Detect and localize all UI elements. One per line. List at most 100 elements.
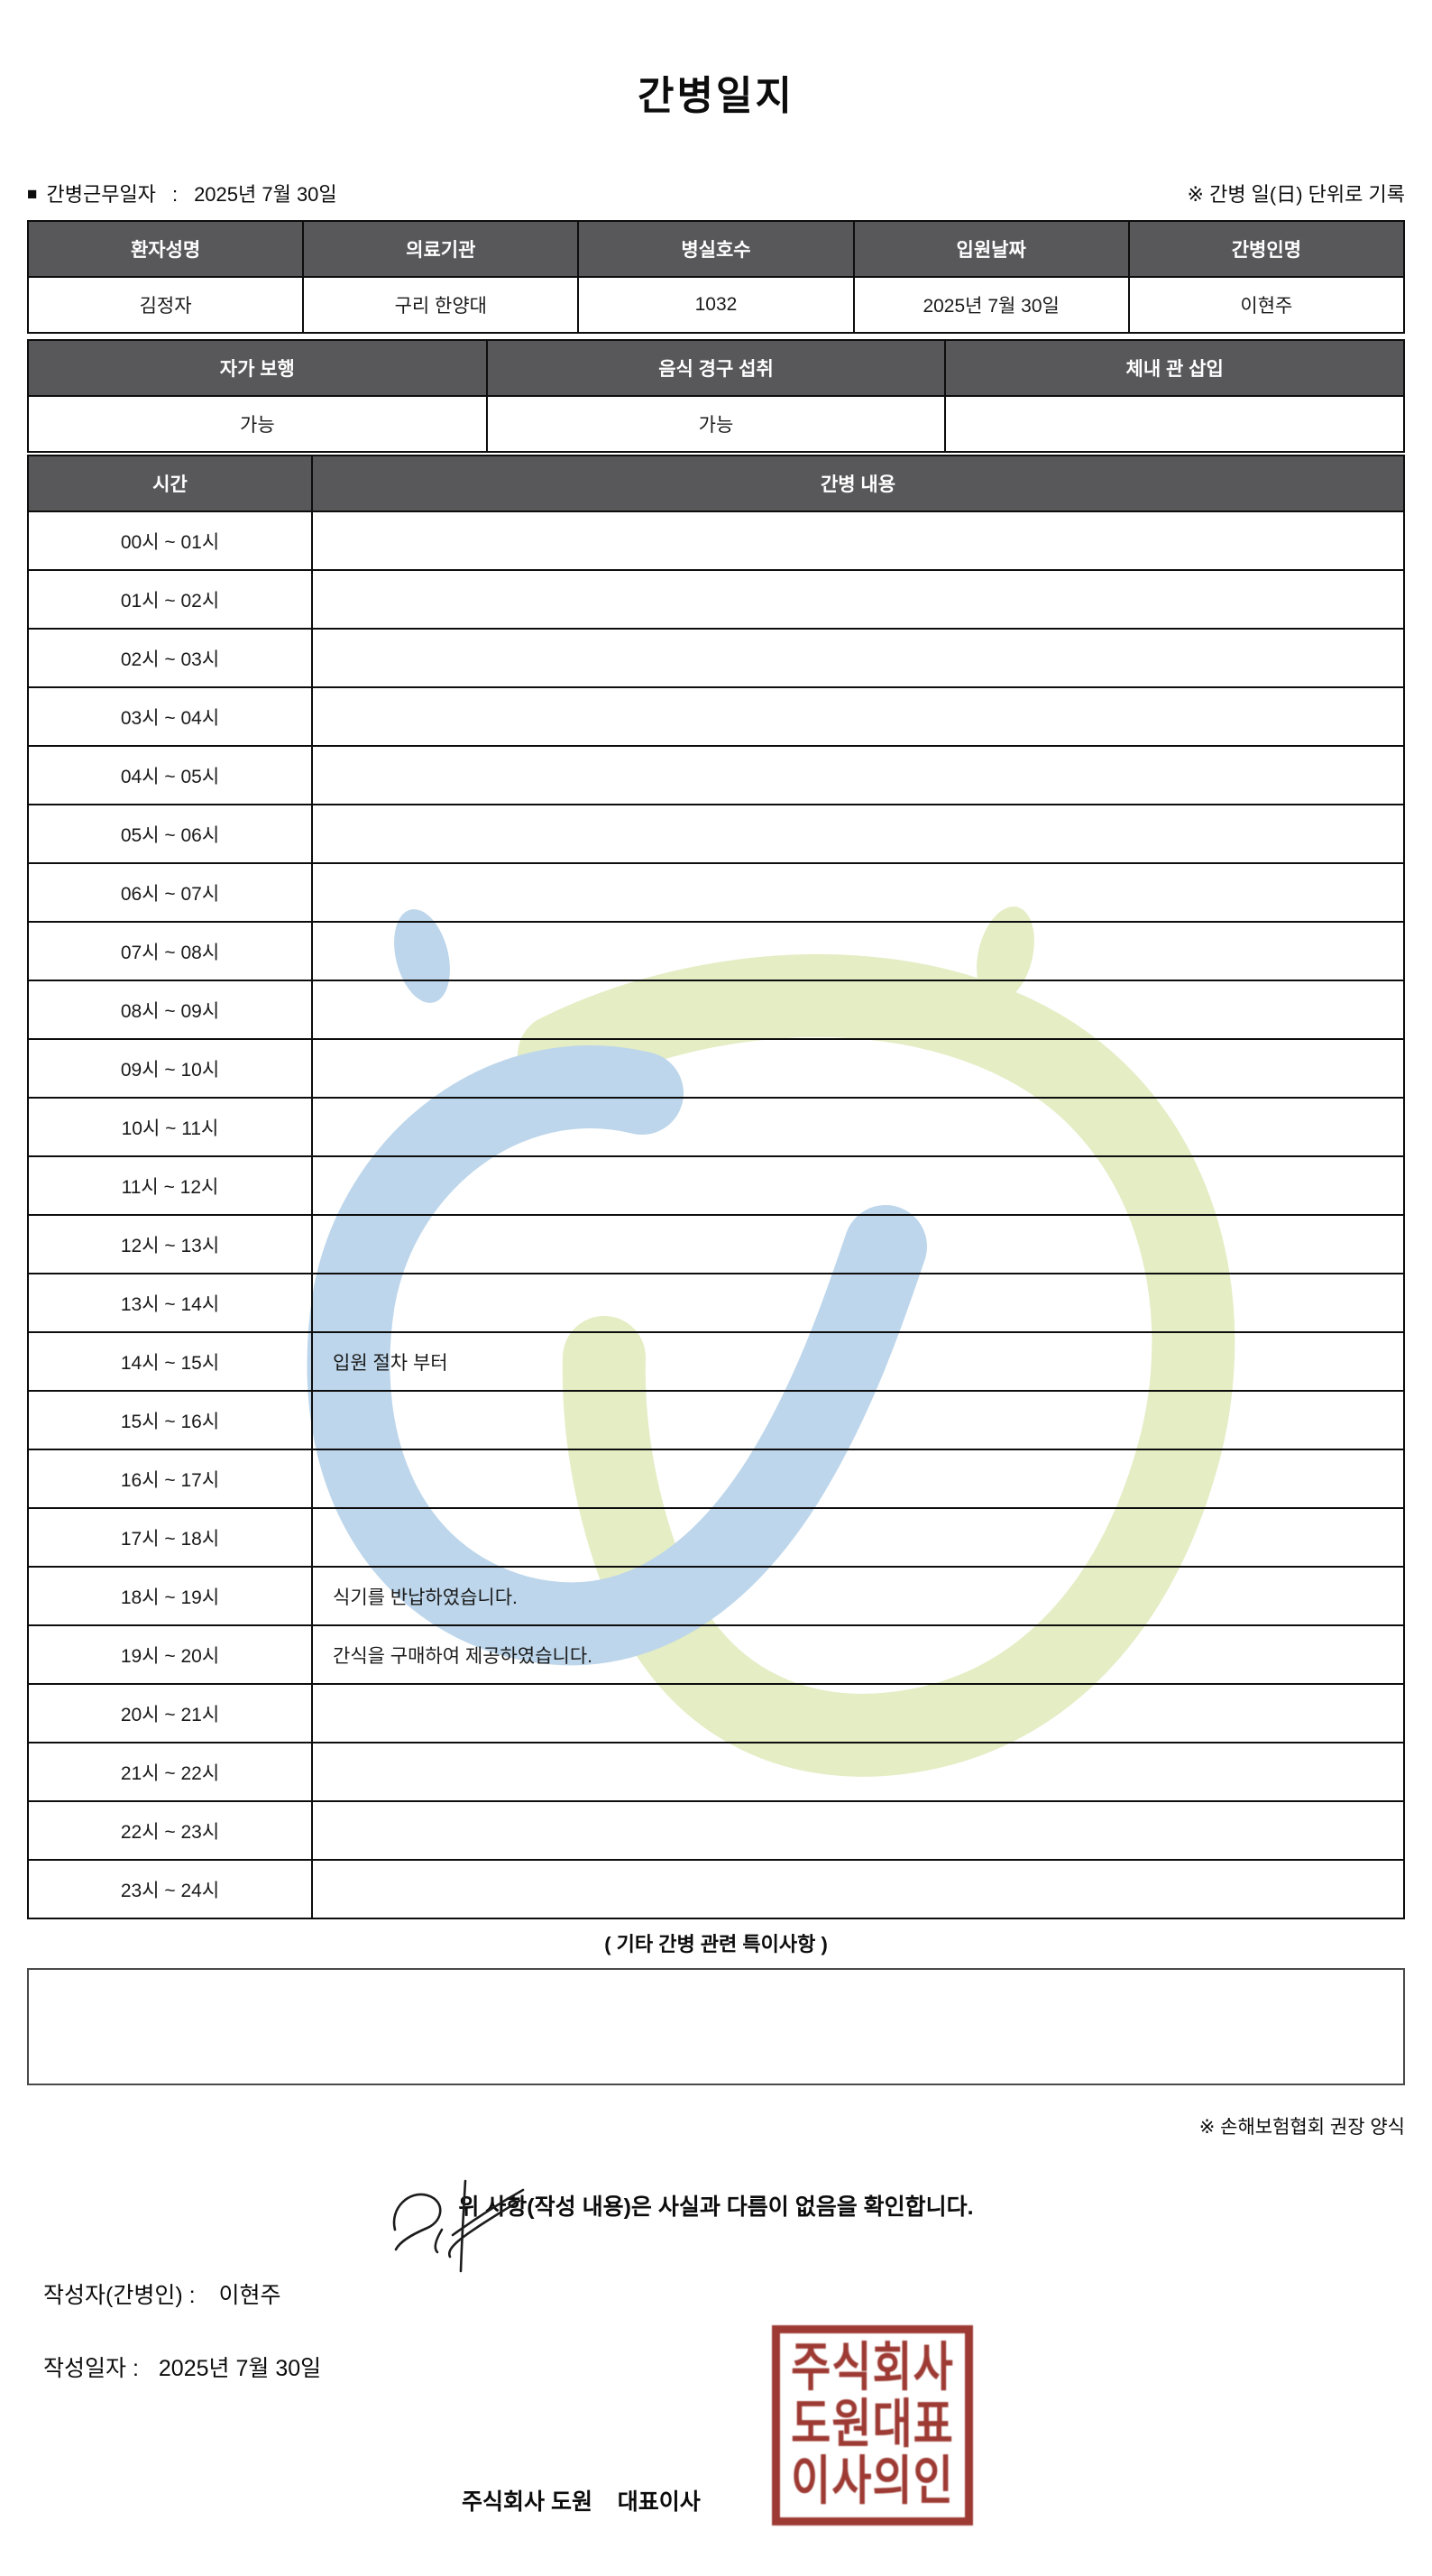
care-log-row: 22시 ~ 23시 <box>27 1800 1405 1861</box>
time-slot-label: 15시 ~ 16시 <box>27 1390 313 1450</box>
care-entry-text <box>311 1273 1405 1333</box>
care-entry-text <box>311 921 1405 981</box>
time-slot-label: 21시 ~ 22시 <box>27 1742 313 1802</box>
time-slot-label: 13시 ~ 14시 <box>27 1273 313 1333</box>
care-log-row: 09시 ~ 10시 <box>27 1038 1405 1099</box>
write-date-value: 2025년 7월 30일 <box>158 2356 322 2381</box>
other-notes-box <box>27 1968 1405 2085</box>
write-date-line: 작성일자 : 2025년 7월 30일 <box>43 2351 1432 2383</box>
care-log-row: 06시 ~ 07시 <box>27 862 1405 923</box>
room-number-value: 1032 <box>577 276 855 334</box>
patient-value-row: 김정자 구리 한양대 1032 2025년 7월 30일 이현주 <box>26 276 1406 334</box>
care-entry-text <box>311 1859 1405 1919</box>
header-room-number: 병실호수 <box>577 220 855 278</box>
status-header-row: 자가 보행 음식 경구 섭취 체내 관 삽입 <box>27 339 1405 397</box>
care-entry-text <box>311 1742 1405 1802</box>
time-slot-label: 10시 ~ 11시 <box>27 1097 313 1157</box>
care-log-row: 03시 ~ 04시 <box>27 686 1405 747</box>
time-slot-label: 00시 ~ 01시 <box>27 511 313 571</box>
care-log-row: 12시 ~ 13시 <box>27 1214 1405 1274</box>
time-slot-label: 09시 ~ 10시 <box>27 1038 313 1099</box>
care-log-header-row: 시간 간병 내용 <box>27 455 1405 512</box>
care-entry-text: 입원 절차 부터 <box>311 1331 1405 1392</box>
time-slot-label: 22시 ~ 23시 <box>27 1800 313 1861</box>
care-log-row: 20시 ~ 21시 <box>27 1683 1405 1743</box>
care-entry-text <box>311 511 1405 571</box>
care-log-row: 18시 ~ 19시 식기를 반납하였습니다. <box>27 1566 1405 1626</box>
signature-stroke <box>451 2188 525 2237</box>
care-log-row: 04시 ~ 05시 <box>27 745 1405 805</box>
mobility-status-table: 자가 보행 음식 경구 섭취 체내 관 삽입 가능 가능 <box>27 339 1405 453</box>
page-title: 간병일지 <box>638 74 794 118</box>
time-slot-label: 07시 ~ 08시 <box>27 921 313 981</box>
work-date-label: 간병근무일자 <box>46 183 156 206</box>
care-date-line: ■ 간병근무일자:2025년 7월 30일 ※ 간병 일(日) 단위로 기록 <box>27 179 1405 207</box>
care-entry-text <box>311 1155 1405 1216</box>
care-entry-text <box>311 569 1405 630</box>
time-slot-label: 23시 ~ 24시 <box>27 1859 313 1919</box>
care-log-row: 11시 ~ 12시 <box>27 1155 1405 1216</box>
time-slot-label: 01시 ~ 02시 <box>27 569 313 630</box>
care-entry-text <box>311 1390 1405 1450</box>
signature-stroke <box>392 2193 442 2251</box>
caregiver-name-value: 이현주 <box>1127 276 1406 334</box>
internal-tube-value <box>944 395 1405 453</box>
admission-date-value: 2025년 7월 30일 <box>852 276 1130 334</box>
care-log-row: 23시 ~ 24시 <box>27 1859 1405 1919</box>
time-slot-label: 05시 ~ 06시 <box>27 804 313 864</box>
signature-stroke <box>447 2199 521 2259</box>
patient-header-row: 환자성명 의료기관 병실호수 입원날짜 간병인명 <box>26 220 1406 278</box>
writer-line: 작성자(간병인) : 이현주 <box>43 2277 1432 2310</box>
stamp-row-2: 도원대표 <box>791 2396 954 2454</box>
care-log-row: 17시 ~ 18시 <box>27 1507 1405 1568</box>
care-entry-text <box>311 1097 1405 1157</box>
time-slot-label: 02시 ~ 03시 <box>27 628 313 688</box>
time-slot-label: 16시 ~ 17시 <box>27 1449 313 1509</box>
care-entry-text <box>311 1449 1405 1509</box>
care-log-row: 10시 ~ 11시 <box>27 1097 1405 1157</box>
write-date-label: 작성일자 : <box>43 2356 139 2381</box>
writer-name: 이현주 <box>218 2283 281 2308</box>
care-log-row: 05시 ~ 06시 <box>27 804 1405 864</box>
care-entry-text <box>311 1800 1405 1861</box>
care-entry-text <box>311 862 1405 923</box>
care-entry-text <box>311 628 1405 688</box>
stamp-row-1: 주식회사 <box>791 2339 954 2397</box>
oral-intake-value: 가능 <box>485 395 947 453</box>
time-slot-label: 17시 ~ 18시 <box>27 1507 313 1568</box>
self-walking-value: 가능 <box>27 395 488 453</box>
time-slot-label: 19시 ~ 20시 <box>27 1624 313 1685</box>
care-entry-text <box>311 804 1405 864</box>
care-log-row: 13시 ~ 14시 <box>27 1273 1405 1333</box>
care-log-row: 15시 ~ 16시 <box>27 1390 1405 1450</box>
header-time: 시간 <box>27 455 313 512</box>
care-log-row: 07시 ~ 08시 <box>27 921 1405 981</box>
care-log-row: 00시 ~ 01시 <box>27 511 1405 571</box>
care-log-body: 00시 ~ 01시 01시 ~ 02시 02시 ~ 03시 03 <box>27 511 1405 1919</box>
time-slot-label: 04시 ~ 05시 <box>27 745 313 805</box>
time-slot-label: 18시 ~ 19시 <box>27 1566 313 1626</box>
header-caregiver-name: 간병인명 <box>1127 220 1406 278</box>
care-log-row: 02시 ~ 03시 <box>27 628 1405 688</box>
writer-label: 작성자(간병인) : <box>43 2283 196 2308</box>
time-slot-label: 11시 ~ 12시 <box>27 1155 313 1216</box>
stamp-row-3: 이사의인 <box>791 2452 954 2511</box>
header-patient-name: 환자성명 <box>26 220 305 278</box>
form-recommendation-note: ※ 손해보험협회 권장 양식 <box>1198 2117 1405 2138</box>
company-line: 주식회사 도원 대표이사 <box>462 2489 701 2515</box>
work-date-value: 2025년 7월 30일 <box>194 183 337 206</box>
care-entry-text <box>311 1214 1405 1274</box>
work-date-line: ■ 간병근무일자:2025년 7월 30일 <box>27 179 337 207</box>
care-entry-text <box>311 686 1405 747</box>
colon-separator: : <box>171 183 179 206</box>
care-entry-text <box>311 745 1405 805</box>
company-seal-stamp: 주식회사 도원대표 이사의인 <box>772 2325 973 2525</box>
square-bullet-icon: ■ <box>27 185 38 204</box>
header-oral-intake: 음식 경구 섭취 <box>485 339 947 397</box>
medical-institution-value: 구리 한양대 <box>302 276 580 334</box>
time-slot-label: 12시 ~ 13시 <box>27 1214 313 1274</box>
care-entry-text <box>311 1507 1405 1568</box>
time-slot-label: 06시 ~ 07시 <box>27 862 313 923</box>
time-slot-label: 14시 ~ 15시 <box>27 1331 313 1392</box>
